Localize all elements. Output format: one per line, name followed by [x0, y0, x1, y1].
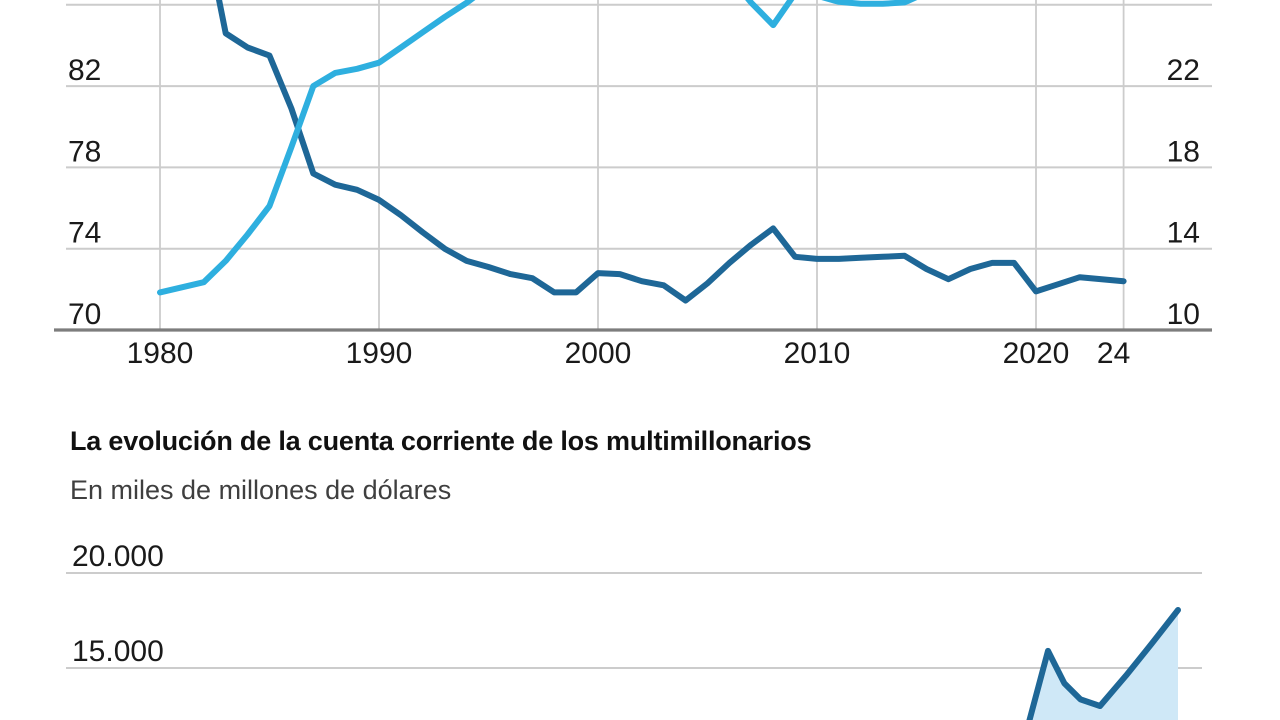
- x-tick-label: 2000: [565, 337, 632, 370]
- bottom-area-chart: 20.000 15.000: [66, 540, 1202, 720]
- x-tick-label: 2010: [784, 337, 851, 370]
- chart-subtitle: En miles de millones de dólares: [70, 475, 452, 505]
- y-tick-label-right: 22: [1167, 54, 1200, 87]
- area-fill: [1029, 610, 1178, 720]
- bottom-y-tick-label: 15.000: [72, 635, 164, 668]
- y-tick-label-right: 14: [1167, 217, 1200, 250]
- bottom-y-tick-label: 20.000: [72, 540, 164, 573]
- y-tick-label-left: 70: [68, 298, 101, 331]
- y-tick-label-left: 82: [68, 54, 101, 87]
- top-line-chart: 82 78 74 70 22 18 14 10 1980 1990 2000 2010 2020 24: [54, 0, 1212, 370]
- area-line: [1026, 607, 1181, 720]
- y-tick-label-right: 18: [1167, 135, 1200, 168]
- x-tick-label: 1980: [127, 337, 194, 370]
- chart-title: La evolución de la cuenta corriente de l…: [70, 426, 812, 456]
- x-tick-label: 1990: [346, 337, 413, 370]
- dark-blue-line-left-axis: [215, 0, 1127, 304]
- x-tick-label: 24: [1097, 337, 1130, 370]
- light-blue-line-right-axis: [157, 0, 918, 296]
- x-tick-label: 2020: [1003, 337, 1070, 370]
- y-tick-label-left: 78: [68, 135, 101, 168]
- y-tick-label-left: 74: [68, 217, 101, 250]
- y-tick-label-right: 10: [1167, 298, 1200, 331]
